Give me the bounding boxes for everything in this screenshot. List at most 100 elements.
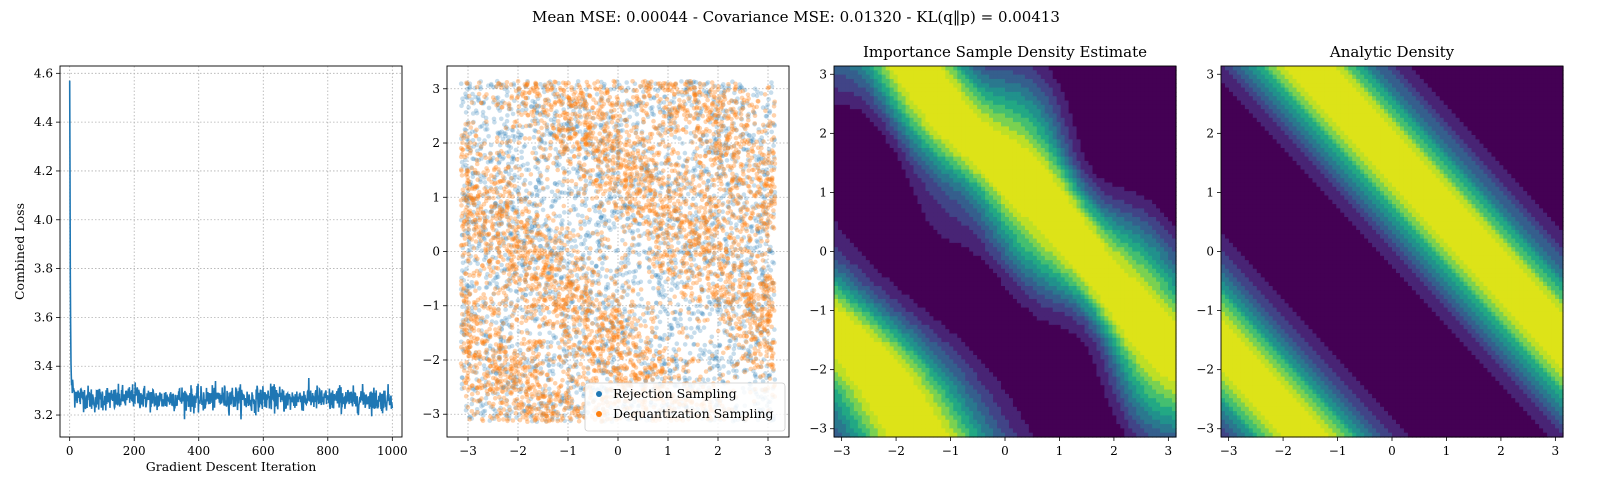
scatter-point [567,393,572,398]
scatter-point [460,99,466,105]
scatter-point [591,97,596,102]
scatter-point [626,225,631,230]
scatter-point [759,216,764,221]
scatter-point [596,223,602,228]
scatter-point [759,266,765,272]
scatter-point [730,326,736,331]
scatter-point [525,217,530,223]
scatter-point [484,319,489,325]
scatter-point [574,390,579,395]
scatter-point [738,246,744,251]
scatter-point [634,112,640,117]
scatter-point [508,82,514,87]
scatter-point [711,183,717,188]
scatter-point [633,349,639,355]
scatter-point [489,361,495,366]
scatter-point [755,253,761,259]
scatter-point [483,127,488,132]
scatter-point [473,288,478,294]
scatter-point [722,304,728,310]
scatter-point [513,410,519,416]
scatter-point [673,217,678,223]
scatter-point [546,362,551,368]
scatter-point [753,232,758,238]
scatter-point [654,260,660,265]
scatter-point [661,236,666,242]
scatter-point [513,363,519,369]
scatter-point [702,154,708,159]
scatter-point [491,278,496,283]
scatter-point [509,175,514,181]
scatter-point [666,145,671,150]
x-tick-label: 800 [316,444,339,458]
scatter-point [558,275,564,281]
scatter-point [481,409,486,414]
scatter-point [763,241,769,247]
scatter-point [508,243,514,248]
scatter-point [607,244,612,250]
scatter-point [498,346,504,352]
scatter-point [525,161,530,167]
scatter-point [728,355,733,360]
scatter-point [484,285,490,290]
scatter-point [759,360,765,365]
scatter-point [734,197,739,203]
scatter-point [581,191,587,196]
scatter-point [680,244,686,250]
scatter-point [733,100,739,105]
scatter-point [721,187,727,193]
scatter-point [612,83,617,89]
scatter-point [532,145,537,151]
scatter-point [491,235,497,240]
scatter-point [703,151,709,156]
scatter-point [472,219,478,225]
scatter-point [668,322,674,328]
y-tick-label: −1 [422,299,440,313]
scatter-point [463,393,469,399]
scatter-point [699,310,704,316]
scatter-point [691,84,697,90]
scatter-point [579,266,585,271]
x-tick-label: 1 [664,444,672,458]
scatter-point [459,322,464,327]
scatter-point [478,153,484,158]
scatter-point [690,80,696,85]
scatter-point [706,299,712,305]
scatter-point [642,318,647,324]
scatter-point [596,305,602,311]
scatter-point [581,264,587,269]
scatter-point [489,159,494,164]
scatter-point [494,275,500,280]
scatter-point [734,368,739,374]
scatter-point [538,311,543,317]
scatter-point [732,246,738,252]
scatter-point [656,104,662,109]
scatter-point [548,145,553,151]
scatter-point [515,189,520,194]
scatter-point [734,222,739,227]
scatter-point [724,182,730,187]
scatter-point [734,361,740,367]
scatter-point [565,226,570,231]
scatter-point [725,259,730,265]
scatter-point [497,371,503,377]
scatter-point [548,139,553,145]
scatter-point [541,155,547,160]
scatter-point [758,91,764,96]
scatter-point [471,398,477,403]
scatter-point [671,188,677,194]
scatter-point [537,188,542,194]
scatter-point [710,237,716,243]
scatter-point [576,190,581,196]
scatter-point [745,157,751,163]
scatter-point [686,306,691,311]
scatter-point [608,320,614,325]
scatter-points [458,78,778,425]
scatter-point [481,413,486,418]
scatter-point [557,230,563,236]
scatter-point [759,304,764,309]
scatter-point [492,286,498,292]
scatter-point [501,82,506,88]
scatter-point [642,370,648,376]
scatter-point [615,342,621,347]
